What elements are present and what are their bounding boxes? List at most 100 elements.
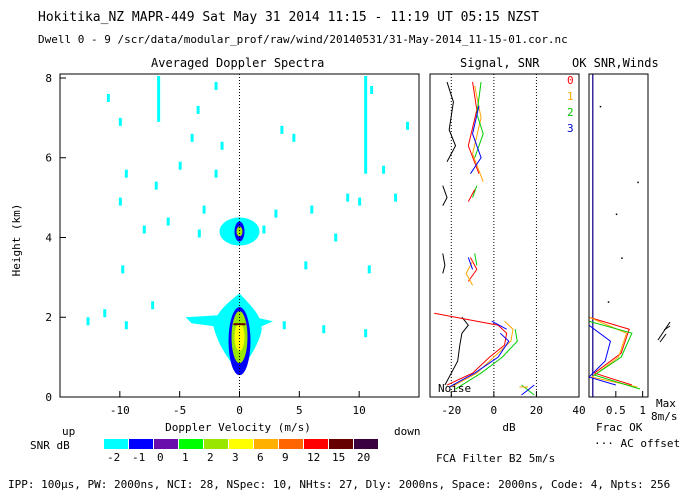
spectra-ytick-label: 4 — [45, 231, 52, 244]
colorbar-cell — [129, 439, 153, 449]
colorbar-cell — [179, 439, 203, 449]
winds-xtick-label: 1 — [639, 404, 646, 417]
colorbar-label: 0 — [157, 451, 164, 464]
spectra-speck-8 — [154, 181, 158, 190]
signal-title: Signal, SNR — [460, 56, 540, 70]
winds-title: OK SNR,Winds — [572, 56, 659, 70]
ac-offset: ··· AC offset — [594, 437, 681, 450]
signal-series-noise — [444, 316, 469, 386]
legend-3: 3 — [567, 122, 574, 135]
spectra-speck-20 — [292, 133, 296, 142]
colorbar-cell — [204, 439, 228, 449]
wind-barb-2 — [663, 325, 671, 331]
spectra-speck-22 — [310, 205, 314, 214]
colorbar-cell — [354, 439, 378, 449]
spectra-speck-11 — [190, 133, 194, 142]
spectra-speck-30 — [394, 193, 398, 202]
winds-dot-3 — [621, 257, 623, 259]
winds-xlabel: Frac OK — [596, 421, 643, 434]
spectra-title: Averaged Doppler Spectra — [151, 56, 325, 70]
spectra-ytick-label: 8 — [45, 72, 52, 85]
signal-upper-trace-13 — [491, 320, 507, 330]
winds-dot-1 — [637, 181, 639, 184]
spectra-speck-13 — [202, 205, 206, 214]
winds-frame — [588, 73, 649, 398]
colorbar-label: 3 — [232, 451, 239, 464]
legend-2: 2 — [567, 106, 574, 119]
signal-upper-trace-12 — [467, 257, 474, 270]
colorbar-label: -1 — [132, 451, 146, 464]
colorbar-cell — [329, 439, 353, 449]
spectra-speck-4 — [121, 265, 125, 274]
winds-series-0 — [588, 316, 633, 386]
spectra-speck-18 — [274, 209, 278, 218]
spectra-speck-2 — [124, 169, 128, 178]
signal-upper-trace-6 — [472, 185, 478, 198]
winds-series-2 — [588, 320, 641, 390]
spectra-xtick-label: 10 — [353, 404, 366, 417]
spectra-streak-right — [364, 75, 368, 174]
spectra-xlabel: Doppler Velocity (m/s) — [165, 421, 311, 434]
colorbar-cell — [304, 439, 328, 449]
spectra-xtick-label: -10 — [110, 404, 130, 417]
signal-xtick-label: 20 — [530, 404, 543, 417]
spectra-speck-3 — [118, 197, 122, 206]
colorbar-label: 20 — [357, 451, 371, 464]
signal-marker-line-2 — [521, 384, 535, 396]
spectra-speck-5 — [103, 309, 107, 318]
colorbar-cell — [104, 439, 128, 449]
signal-xtick-label: 40 — [572, 404, 585, 417]
spectra-ytick-label: 0 — [45, 391, 52, 404]
spectra-xtick-label: 5 — [296, 404, 303, 417]
spectra-xtick-label: -5 — [173, 404, 186, 417]
wind-barb-1 — [657, 321, 671, 341]
signal-upper-trace-10 — [465, 261, 474, 286]
spectra-xtick-label: 0 — [236, 404, 243, 417]
spectra-speck-31 — [406, 121, 410, 130]
spectra-streak-left — [157, 75, 161, 122]
winds-layer — [588, 74, 671, 397]
spectra-speck-23 — [334, 233, 338, 242]
signal-upper-trace-11 — [474, 253, 478, 266]
spectra-speck-26 — [367, 265, 371, 274]
signal-upper-trace-1 — [467, 81, 480, 174]
winds-xtick-label: 0.5 — [606, 404, 626, 417]
spectra-speck-9 — [166, 217, 170, 226]
spectra-layer — [86, 74, 410, 397]
signal-upper-trace-0 — [446, 81, 457, 162]
colorbar-label: 9 — [282, 451, 289, 464]
up-label: up — [62, 425, 76, 438]
signal-series-snr-1 — [451, 320, 514, 388]
spectra-speck-14 — [214, 169, 218, 178]
spectra-speck-17 — [262, 225, 266, 234]
spectra-speck-29 — [382, 165, 386, 174]
signal-series-snr-0 — [434, 312, 508, 386]
colorbar-cell — [154, 439, 178, 449]
winds-dot-2 — [615, 213, 618, 216]
spectra-speck-1 — [118, 117, 122, 126]
spectra-ytick-label: 6 — [45, 152, 52, 165]
spectra-speck-10 — [178, 161, 182, 170]
plot-title: Hokitika_NZ MAPR-449 Sat May 31 2014 11:… — [38, 10, 539, 25]
signal-series-snr-2 — [455, 329, 518, 390]
spectra-speck-16 — [220, 141, 224, 150]
spectra-speck-12 — [196, 105, 200, 114]
signal-upper-trace-8 — [442, 253, 446, 274]
colorbar-cell — [279, 439, 303, 449]
down-label: down — [394, 425, 421, 438]
colorbar-label: -2 — [107, 451, 121, 464]
spectra-wing-left — [185, 315, 222, 328]
spectra-speck-35 — [197, 229, 201, 238]
spectra-speck-33 — [151, 301, 155, 310]
signal-xlabel: dB — [502, 421, 516, 434]
dwell-info: Dwell 0 - 9 /scr/data/modular_prof/raw/w… — [38, 33, 568, 46]
colorbar-label: 15 — [332, 451, 346, 464]
max-value: 8m/s — [651, 410, 678, 423]
signal-xtick-label: 0 — [491, 404, 498, 417]
spectra-speck-32 — [322, 325, 326, 334]
spectra-speck-27 — [364, 329, 368, 338]
legend-1: 1 — [567, 90, 574, 103]
spectra-speck-7 — [142, 225, 146, 234]
signal-frame — [429, 73, 580, 398]
max-label: Max — [656, 397, 676, 410]
